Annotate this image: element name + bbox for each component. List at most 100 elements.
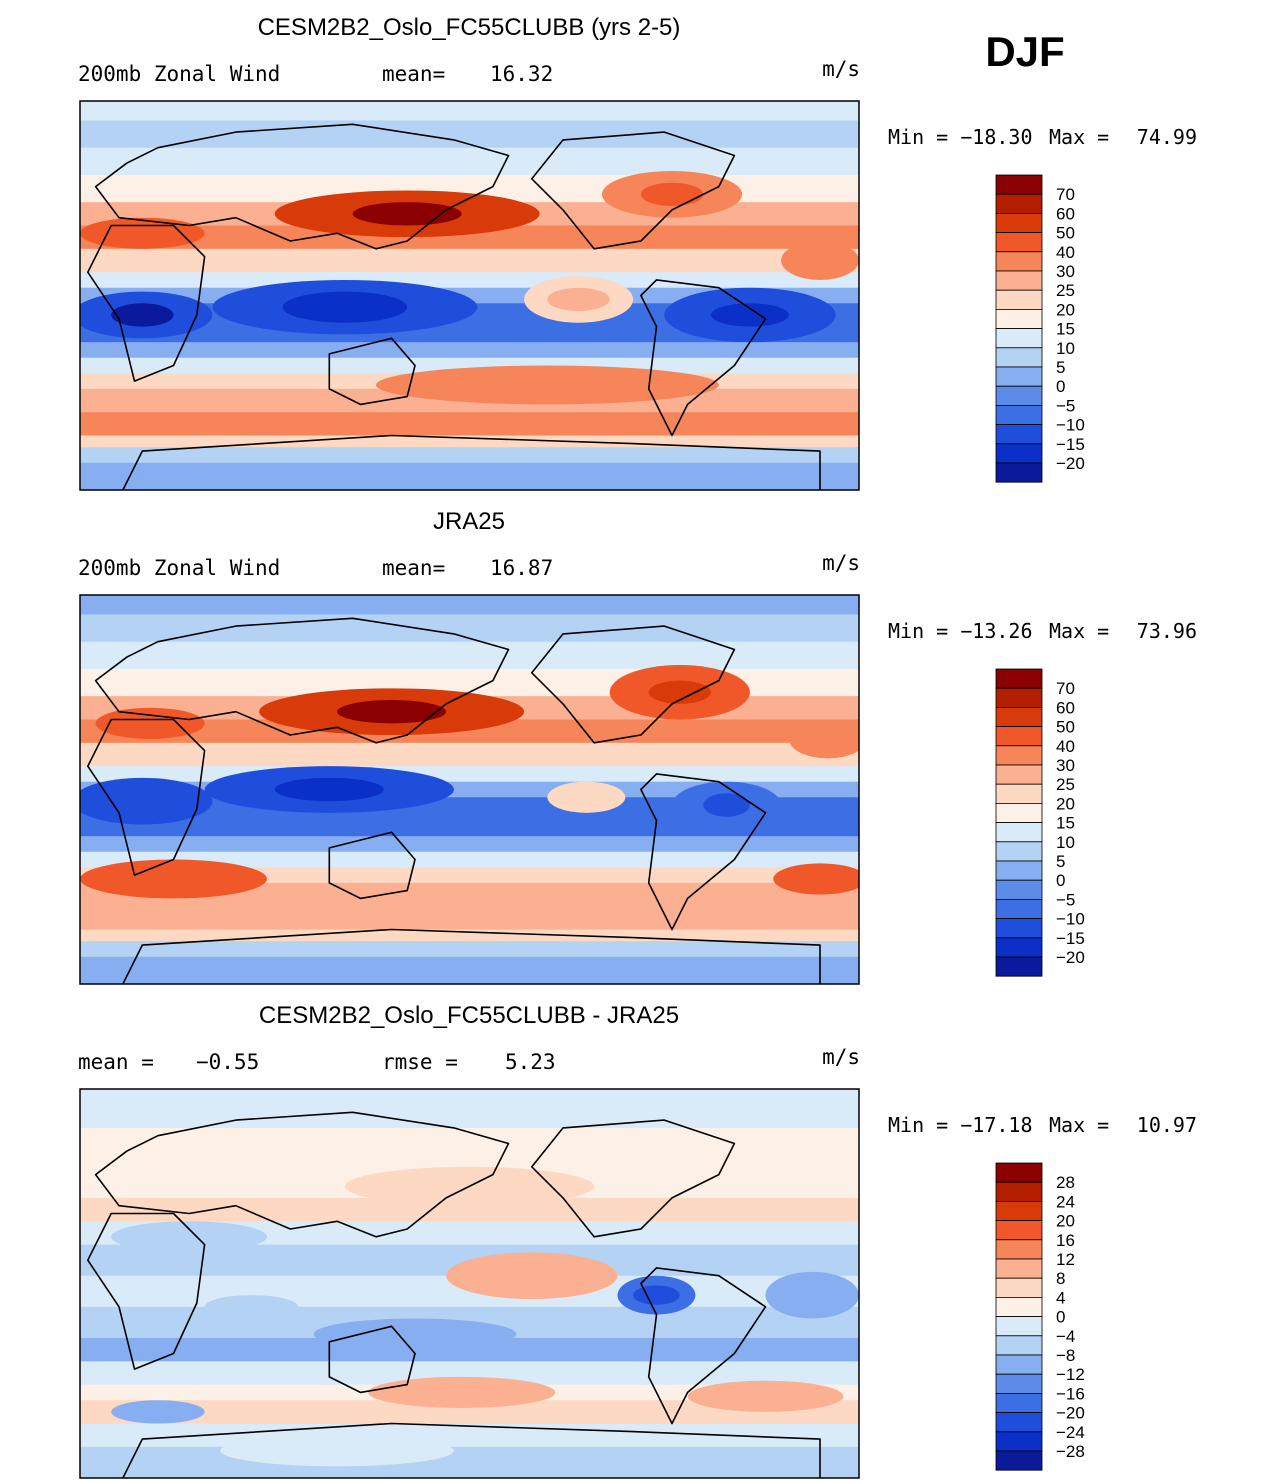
wind-cell: [204, 1295, 299, 1319]
mean-value: 16.32: [490, 62, 553, 86]
wind-cell: [220, 1435, 454, 1467]
wind-cell: [80, 859, 267, 899]
wind-band: [80, 1127, 859, 1168]
wind-band: [80, 447, 859, 464]
wind-band: [80, 1197, 859, 1222]
map-plot: [80, 1089, 859, 1478]
colorbar-cell: [995, 668, 1043, 689]
colorbar-tick-label: −16: [1056, 1384, 1085, 1403]
colorbar-tick-label: −24: [1056, 1423, 1085, 1442]
units-label: m/s: [822, 1045, 860, 1069]
coastline: [87, 1212, 206, 1370]
colorbar-tick-label: 50: [1056, 718, 1075, 737]
colorbar-cell: [995, 764, 1043, 785]
colorbar-tick-label: −5: [1056, 890, 1075, 909]
colorbar-cell: [995, 347, 1043, 368]
map-plot: [80, 595, 859, 984]
wind-cell: [710, 303, 789, 327]
colorbar-cell: [995, 1220, 1043, 1241]
colorbar-cell: [995, 1181, 1043, 1202]
colorbar-cell: [995, 1316, 1043, 1337]
colorbar-tick-label: 4: [1056, 1288, 1065, 1307]
colorbar-cell: [995, 1277, 1043, 1298]
wind-cell: [773, 863, 859, 895]
colorbar-tick-label: 20: [1056, 300, 1075, 319]
wind-cell: [368, 1376, 556, 1408]
wind-band: [80, 595, 859, 615]
colorbar-tick-label: 70: [1056, 679, 1075, 698]
wind-cell: [352, 202, 462, 226]
max-value: 74.99: [1137, 125, 1197, 149]
min-label: Min = −17.18: [888, 1113, 1033, 1137]
colorbar-cell: [995, 687, 1043, 708]
variable-label: 200mb Zonal Wind: [78, 62, 280, 86]
colorbar-cell: [995, 1450, 1043, 1471]
colorbar-tick-label: 20: [1056, 794, 1075, 813]
wind-cell: [648, 680, 711, 704]
colorbar-cell: [995, 879, 1043, 900]
colorbar-cell: [995, 366, 1043, 387]
coastline: [87, 224, 206, 382]
wind-cell: [111, 303, 174, 327]
wind-band: [80, 882, 859, 907]
colorbar-cell: [995, 1162, 1043, 1183]
wind-cell: [547, 781, 626, 813]
wind-cell: [781, 241, 859, 280]
colorbar-tick-label: 12: [1056, 1250, 1075, 1269]
coastline: [328, 1325, 416, 1394]
colorbar-cell: [995, 1373, 1043, 1394]
wind-cell: [80, 777, 213, 825]
colorbar-tick-label: 5: [1056, 358, 1065, 377]
coastline: [530, 1119, 736, 1238]
colorbar-cell: [995, 1258, 1043, 1279]
coastline: [530, 131, 736, 250]
colorbar-tick-label: 8: [1056, 1269, 1065, 1288]
colorbar-cell: [995, 251, 1043, 272]
wind-cell: [80, 217, 205, 249]
colorbar-cell: [995, 841, 1043, 862]
colorbar-cell: [995, 308, 1043, 329]
colorbar-cell: [995, 822, 1043, 843]
colorbar-tick-label: 0: [1056, 871, 1065, 890]
wind-cell: [547, 287, 610, 312]
wind-cell: [376, 365, 719, 405]
mean-value: −0.55: [196, 1050, 259, 1074]
colorbar-tick-label: −12: [1056, 1365, 1085, 1384]
wind-band: [80, 851, 859, 868]
colorbar-cell: [995, 783, 1043, 804]
colorbar-tick-label: 20: [1056, 1212, 1075, 1231]
wind-band: [80, 101, 859, 121]
panel-title: JRA25: [433, 508, 505, 535]
colorbar-tick-label: 28: [1056, 1173, 1075, 1192]
colorbar-cell: [995, 937, 1043, 958]
colorbar-tick-label: 0: [1056, 377, 1065, 396]
wind-cell: [788, 719, 859, 759]
coastline: [530, 625, 736, 744]
map-frame: [79, 594, 860, 985]
coastline: [121, 1422, 821, 1478]
wind-cell: [687, 1380, 844, 1412]
wind-band: [80, 1089, 859, 1129]
colorbar-tick-label: −10: [1056, 416, 1085, 435]
colorbar-tick-label: −20: [1056, 948, 1085, 967]
colorbar-cell: [995, 328, 1043, 349]
colorbar-tick-label: 24: [1056, 1192, 1075, 1211]
wind-band: [80, 342, 859, 359]
wind-band: [80, 836, 859, 853]
colorbar-tick-label: −4: [1056, 1327, 1075, 1346]
wind-cell: [446, 1252, 618, 1300]
season-label: DJF: [985, 28, 1064, 75]
colorbar-cell: [995, 462, 1043, 483]
colorbar-tick-label: −8: [1056, 1346, 1075, 1365]
wind-band: [80, 412, 859, 437]
wind-cell: [337, 700, 447, 724]
wind-band: [80, 641, 859, 670]
wind-cell: [111, 1400, 205, 1424]
wind-cell: [633, 1285, 680, 1305]
coastline: [87, 718, 206, 876]
wind-band: [80, 225, 859, 250]
colorbar-tick-label: 50: [1056, 224, 1075, 243]
